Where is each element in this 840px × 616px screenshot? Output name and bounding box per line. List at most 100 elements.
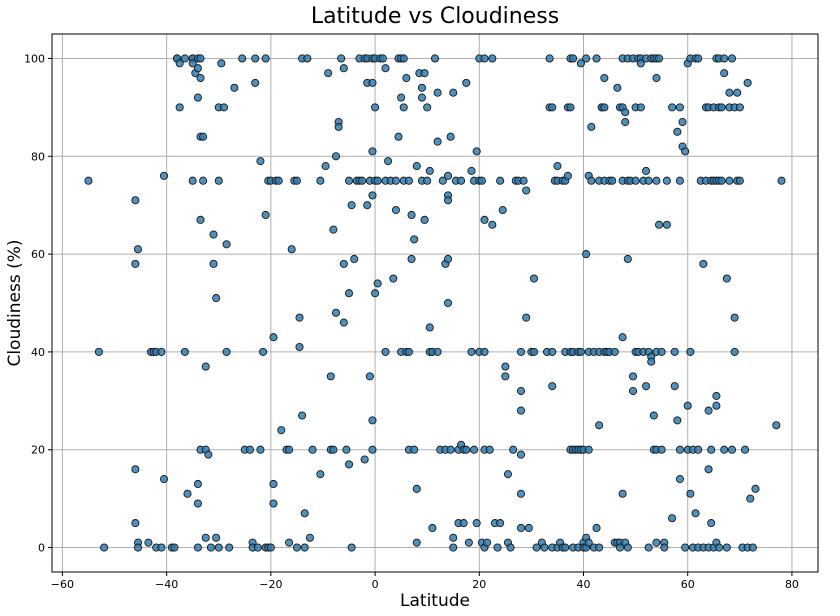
x-tick-label: 60 <box>681 578 695 591</box>
data-point <box>269 499 278 508</box>
data-point <box>425 166 434 175</box>
data-point <box>222 347 231 356</box>
data-point <box>485 445 494 454</box>
data-point <box>522 313 531 322</box>
data-point <box>258 347 268 356</box>
data-point <box>324 69 333 78</box>
x-axis-title: Latitude <box>400 591 470 611</box>
data-point <box>188 176 197 185</box>
data-point <box>699 259 708 268</box>
data-point <box>410 445 419 454</box>
data-point <box>548 347 557 356</box>
data-point <box>670 382 679 391</box>
data-point <box>339 64 348 73</box>
data-point <box>360 455 369 464</box>
data-point <box>480 347 489 356</box>
data-point <box>329 225 338 234</box>
data-point <box>274 176 283 185</box>
data-point <box>402 73 411 83</box>
data-point <box>394 132 403 141</box>
data-point <box>678 117 687 127</box>
data-point <box>449 88 458 97</box>
data-point <box>316 176 325 185</box>
data-point <box>196 73 205 83</box>
grid-lines <box>52 34 818 572</box>
data-point <box>582 54 591 63</box>
data-point <box>433 88 442 97</box>
x-tick-label: 80 <box>785 578 799 591</box>
data-point <box>193 93 202 102</box>
data-point <box>733 88 742 97</box>
data-point <box>746 494 755 503</box>
data-point <box>295 342 304 352</box>
data-point <box>131 465 140 474</box>
data-point <box>720 54 729 63</box>
data-point <box>730 313 739 322</box>
data-point <box>628 386 638 396</box>
data-point <box>368 191 377 200</box>
data-point <box>209 230 218 239</box>
data-point <box>196 54 205 63</box>
data-point <box>277 426 286 435</box>
data-point <box>516 450 526 459</box>
data-point <box>532 543 541 552</box>
data-point <box>238 54 247 63</box>
data-point <box>212 533 221 542</box>
data-point <box>462 78 471 87</box>
data-point <box>529 347 539 356</box>
data-point <box>467 166 476 175</box>
data-point <box>285 538 294 547</box>
data-point <box>600 73 609 83</box>
data-point <box>561 543 570 552</box>
data-point <box>655 54 664 63</box>
data-point <box>480 215 489 224</box>
data-point <box>298 411 307 420</box>
data-point <box>399 103 408 112</box>
data-point <box>337 54 346 63</box>
data-point <box>199 132 208 141</box>
data-point <box>300 509 309 518</box>
data-point <box>183 489 192 498</box>
data-point <box>584 445 593 454</box>
data-point <box>443 298 453 308</box>
data-point <box>595 421 604 430</box>
data-point <box>266 543 275 552</box>
y-axis-title: Cloudiness (%) <box>5 239 25 366</box>
data-point <box>381 347 390 356</box>
data-point <box>519 176 528 185</box>
data-point <box>704 465 713 474</box>
data-point <box>321 162 330 171</box>
data-point <box>131 196 140 205</box>
data-point <box>222 240 231 249</box>
data-point <box>592 54 601 63</box>
data-point <box>363 201 372 210</box>
data-point <box>548 103 557 112</box>
data-point <box>344 460 354 469</box>
data-point <box>621 117 630 127</box>
data-point <box>496 519 505 528</box>
data-point <box>673 127 682 136</box>
data-point <box>256 445 265 454</box>
data-point <box>412 484 421 493</box>
data-point <box>725 88 734 97</box>
data-point <box>423 176 432 185</box>
data-point <box>673 416 682 425</box>
data-point <box>404 176 413 185</box>
data-point <box>488 54 497 63</box>
data-point <box>587 122 596 131</box>
data-point <box>714 543 724 552</box>
data-point <box>720 445 729 454</box>
data-point <box>748 543 757 552</box>
data-point <box>201 533 210 542</box>
data-point <box>548 382 557 391</box>
data-point <box>488 220 497 229</box>
data-point <box>462 445 471 454</box>
data-point <box>417 83 427 92</box>
data-point <box>326 372 335 381</box>
y-tick-label: 0 <box>38 542 45 555</box>
data-point <box>175 103 184 112</box>
data-point <box>683 401 692 410</box>
data-point <box>652 73 661 83</box>
data-point <box>316 470 325 479</box>
